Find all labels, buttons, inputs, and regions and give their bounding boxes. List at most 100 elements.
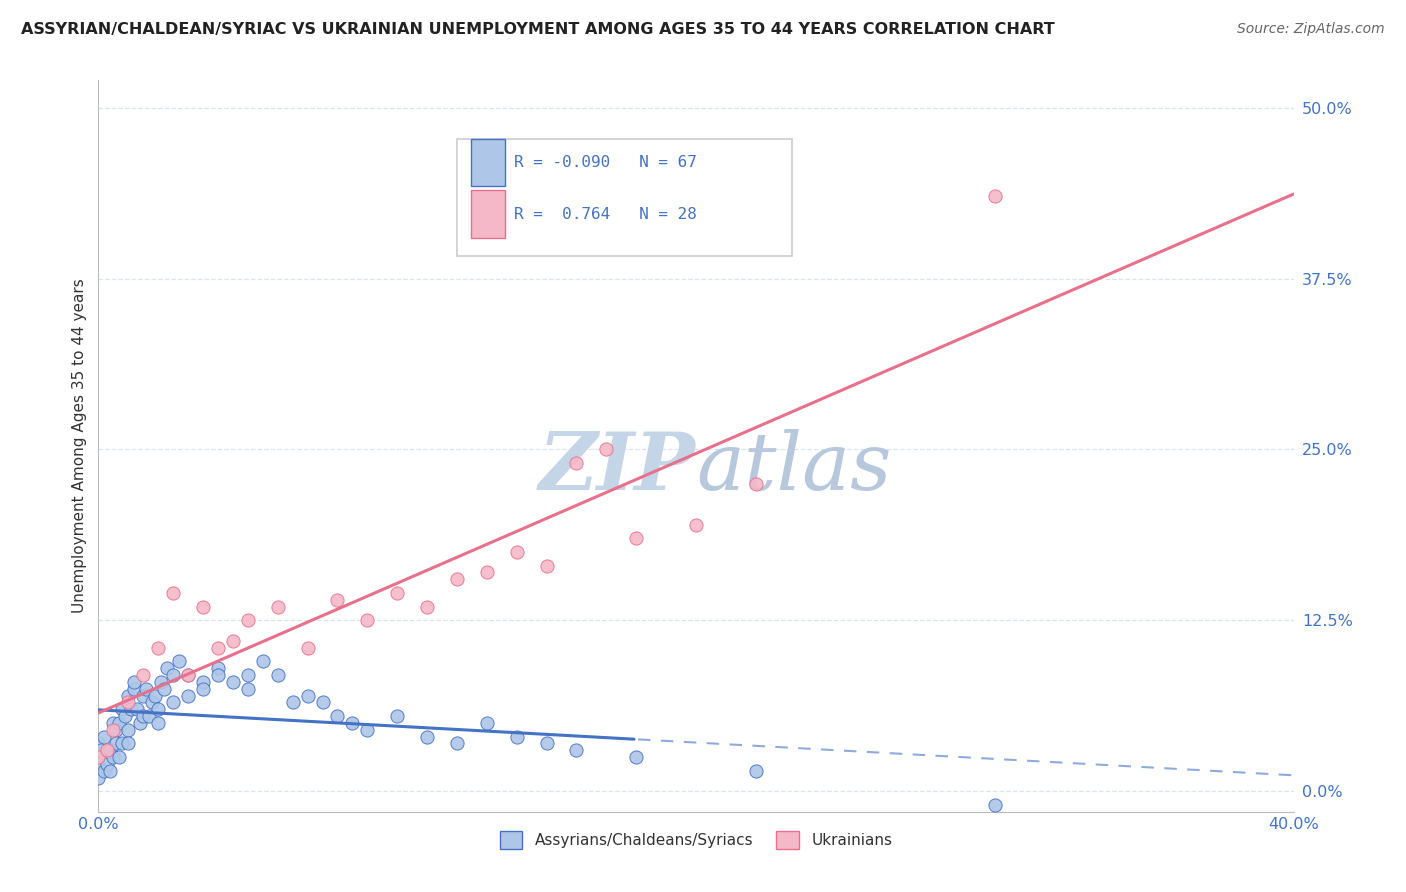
Y-axis label: Unemployment Among Ages 35 to 44 years: Unemployment Among Ages 35 to 44 years xyxy=(72,278,87,614)
Point xyxy=(385,586,409,600)
Point xyxy=(984,797,1007,812)
Point xyxy=(98,764,122,778)
Point xyxy=(105,723,128,737)
Point xyxy=(416,730,439,744)
Point xyxy=(111,736,134,750)
Point xyxy=(267,668,290,682)
Point xyxy=(98,743,122,757)
Point xyxy=(148,702,170,716)
Point xyxy=(114,709,136,723)
Point xyxy=(177,668,200,682)
Point xyxy=(111,702,134,716)
Point xyxy=(281,695,304,709)
Point xyxy=(342,715,364,730)
Point xyxy=(167,654,190,668)
Point xyxy=(132,668,155,682)
Point xyxy=(236,613,259,627)
Point xyxy=(87,736,110,750)
Point xyxy=(103,750,125,764)
Point xyxy=(191,681,214,696)
Point xyxy=(135,681,157,696)
Point xyxy=(177,668,200,682)
Point xyxy=(162,586,184,600)
Point xyxy=(96,756,118,771)
Point xyxy=(207,640,229,655)
Point xyxy=(87,750,110,764)
Point xyxy=(565,456,588,470)
Point xyxy=(124,681,146,696)
Point xyxy=(236,668,259,682)
Point xyxy=(177,689,200,703)
Point xyxy=(745,476,768,491)
Point xyxy=(536,736,558,750)
Point xyxy=(148,640,170,655)
Text: ZIP: ZIP xyxy=(538,429,696,507)
Point xyxy=(565,743,588,757)
Text: R = -0.090   N = 67: R = -0.090 N = 67 xyxy=(515,155,697,170)
Point xyxy=(446,572,468,586)
Point xyxy=(207,668,229,682)
Point xyxy=(103,715,125,730)
Legend: Assyrians/Chaldeans/Syriacs, Ukrainians: Assyrians/Chaldeans/Syriacs, Ukrainians xyxy=(494,824,898,855)
Point xyxy=(685,517,707,532)
Point xyxy=(162,695,184,709)
Point xyxy=(138,709,160,723)
Point xyxy=(252,654,274,668)
Point xyxy=(105,736,128,750)
Point xyxy=(356,723,378,737)
Point xyxy=(506,545,529,559)
Point xyxy=(90,743,112,757)
Point xyxy=(127,702,149,716)
Point xyxy=(326,709,349,723)
Point xyxy=(132,689,155,703)
Point xyxy=(222,674,245,689)
Point xyxy=(108,750,131,764)
Point xyxy=(207,661,229,675)
Bar xyxy=(457,139,792,256)
Point xyxy=(87,756,110,771)
Text: ASSYRIAN/CHALDEAN/SYRIAC VS UKRAINIAN UNEMPLOYMENT AMONG AGES 35 TO 44 YEARS COR: ASSYRIAN/CHALDEAN/SYRIAC VS UKRAINIAN UN… xyxy=(21,22,1054,37)
Point xyxy=(475,715,498,730)
Point xyxy=(162,668,184,682)
Point xyxy=(191,674,214,689)
Point xyxy=(124,674,146,689)
Point xyxy=(117,689,139,703)
Point xyxy=(117,723,139,737)
Point xyxy=(117,736,139,750)
Point xyxy=(143,689,166,703)
Point xyxy=(626,531,648,545)
Point xyxy=(356,613,378,627)
Point xyxy=(446,736,468,750)
Point xyxy=(108,715,131,730)
Point xyxy=(236,681,259,696)
Text: R =  0.764   N = 28: R = 0.764 N = 28 xyxy=(515,207,697,221)
Point xyxy=(595,442,617,457)
Point xyxy=(117,695,139,709)
Point xyxy=(156,661,179,675)
Point xyxy=(153,681,176,696)
Point xyxy=(132,709,155,723)
Point xyxy=(385,709,409,723)
Point xyxy=(626,750,648,764)
Point xyxy=(297,640,319,655)
Point xyxy=(141,695,163,709)
Point xyxy=(87,771,110,785)
Point xyxy=(506,730,529,744)
Bar xyxy=(471,139,505,186)
Text: atlas: atlas xyxy=(696,429,891,507)
Point xyxy=(120,702,142,716)
Point xyxy=(984,189,1007,203)
Point xyxy=(148,715,170,730)
Point xyxy=(416,599,439,614)
Point xyxy=(150,674,173,689)
Text: Source: ZipAtlas.com: Source: ZipAtlas.com xyxy=(1237,22,1385,37)
Point xyxy=(222,633,245,648)
Point xyxy=(96,743,118,757)
Point xyxy=(191,599,214,614)
Point xyxy=(475,566,498,580)
Point xyxy=(745,764,768,778)
Point xyxy=(297,689,319,703)
Point xyxy=(536,558,558,573)
Point xyxy=(93,730,115,744)
Point xyxy=(129,715,152,730)
